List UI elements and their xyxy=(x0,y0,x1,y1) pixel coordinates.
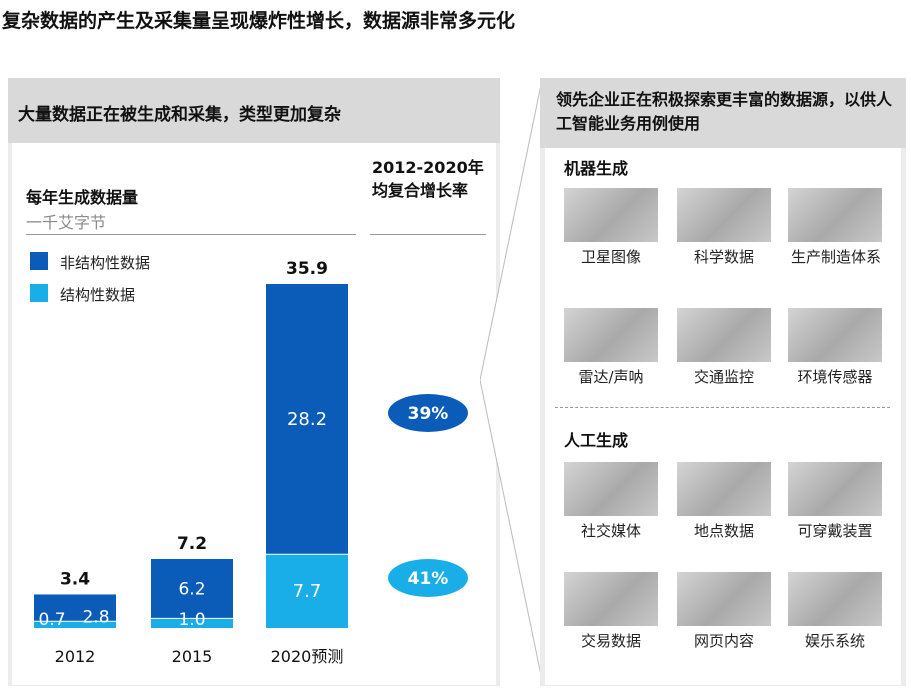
legend-swatch-structured xyxy=(30,284,48,302)
wearable-device-thumbnail xyxy=(788,462,882,516)
transaction-data-thumbnail xyxy=(564,572,658,626)
category-label-0: 2012 xyxy=(55,647,96,666)
legend-label-structured: 结构性数据 xyxy=(60,286,136,304)
category-label-1: 2015 xyxy=(172,647,213,666)
data-label-structured-2: 7.7 xyxy=(293,581,322,602)
total-label-0: 3.4 xyxy=(60,569,90,589)
legend-label-unstructured: 非结构性数据 xyxy=(60,254,151,272)
machine-generated-title: 机器生成 xyxy=(564,159,629,178)
web-content-thumbnail xyxy=(677,572,771,626)
bar-unstructured-0 xyxy=(34,594,116,622)
data-label-unstructured-2: 28.2 xyxy=(287,409,327,430)
manufacturing-thumbnail xyxy=(788,188,882,242)
bar-unstructured-2 xyxy=(266,284,348,555)
chart-unit: 一千艾字节 xyxy=(26,213,107,232)
cagr-ellipse-1 xyxy=(388,559,468,597)
cagr-underline xyxy=(370,234,486,235)
category-label-2: 2020预测 xyxy=(271,647,344,666)
traffic-monitoring-thumbnail xyxy=(677,308,771,362)
location-data-label: 地点数据 xyxy=(693,522,754,540)
entertainment-system-label: 娱乐系统 xyxy=(804,632,865,650)
web-content-label: 网页内容 xyxy=(693,632,754,650)
satellite-image-label: 卫星图像 xyxy=(580,248,641,266)
data-label-unstructured-1: 6.2 xyxy=(178,580,205,600)
radar-sonar-thumbnail xyxy=(564,308,658,362)
section-divider xyxy=(555,407,890,408)
entertainment-system-thumbnail xyxy=(788,572,882,626)
scientific-data-label: 科学数据 xyxy=(693,248,754,266)
right-panel-header-text: 领先企业正在积极探索更丰富的数据源，以供人工智能业务用例使用 xyxy=(556,90,893,133)
transaction-data-label: 交易数据 xyxy=(580,632,641,650)
environment-sensor-thumbnail xyxy=(788,308,882,362)
social-media-thumbnail xyxy=(564,462,658,516)
social-media-label: 社交媒体 xyxy=(580,522,641,540)
cagr-header: 2012-2020年均复合增长率 xyxy=(372,158,484,200)
bar-unstructured-1 xyxy=(151,559,233,619)
location-data-thumbnail xyxy=(677,462,771,516)
legend-swatch-unstructured xyxy=(30,252,48,270)
cagr-label-1: 41% xyxy=(408,569,449,589)
total-label-1: 7.2 xyxy=(177,534,207,554)
bar-structured-2 xyxy=(266,554,348,628)
human-generated-title: 人工生成 xyxy=(564,431,629,450)
total-label-2: 35.9 xyxy=(286,259,328,279)
radar-sonar-label: 雷达/声呐 xyxy=(578,368,644,386)
data-label-structured-1: 1.0 xyxy=(178,610,205,630)
satellite-image-thumbnail xyxy=(564,188,658,242)
cagr-ellipse-0 xyxy=(388,394,468,432)
left-panel-header xyxy=(8,78,500,143)
right-panel-header xyxy=(540,78,906,148)
chart-subtitle: 每年生成数据量 xyxy=(26,188,139,207)
cagr-label-0: 39% xyxy=(408,404,449,424)
scientific-data-thumbnail xyxy=(677,188,771,242)
page-title: 复杂数据的产生及采集量呈现爆炸性增长，数据源非常多元化 xyxy=(2,10,516,32)
traffic-monitoring-label: 交通监控 xyxy=(693,368,754,386)
left-panel-header-text: 大量数据正在被生成和采集，类型更加复杂 xyxy=(18,105,341,125)
bar-structured-1 xyxy=(151,618,233,628)
data-label-unstructured-0: 2.8 xyxy=(82,607,109,627)
bar-structured-0 xyxy=(34,621,116,628)
data-label-structured-0: 0.7 xyxy=(38,610,65,630)
subtitle-underline xyxy=(26,234,356,235)
stacked-bar-chart: 0.7 2.8 3.4 2012 1.0 6.2 7.2 2015 7.7 28.2 35.9 202… xyxy=(34,259,468,666)
wearable-device-label: 可穿戴装置 xyxy=(797,522,873,540)
manufacturing-label: 生产制造体系 xyxy=(791,248,882,266)
environment-sensor-label: 环境传感器 xyxy=(797,368,873,386)
